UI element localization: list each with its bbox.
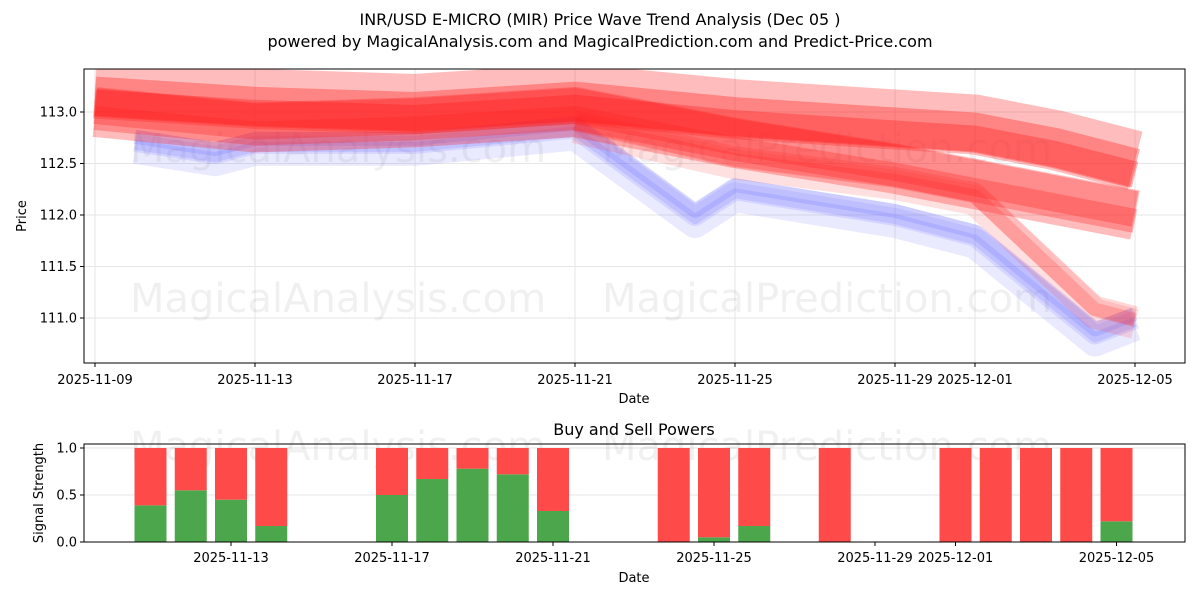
watermark-text: MagicalPrediction.com bbox=[602, 126, 1052, 172]
sell-bar bbox=[939, 448, 972, 542]
wave-band bbox=[132, 120, 1141, 357]
sell-bar bbox=[657, 448, 690, 542]
wave-band bbox=[93, 106, 1138, 233]
y-tick-label: 0.0 bbox=[56, 536, 77, 551]
x-tick-label: 2025-11-21 bbox=[537, 373, 613, 388]
sell-bar bbox=[1100, 448, 1133, 522]
y-tick-label: 111.5 bbox=[40, 260, 77, 275]
x-tick-label: 2025-11-09 bbox=[57, 373, 133, 388]
buy-bar bbox=[1100, 521, 1133, 542]
main-ylabel: Price bbox=[15, 200, 30, 232]
buy-bar bbox=[255, 526, 288, 542]
sub-axes-frame bbox=[83, 443, 1186, 543]
wave-band bbox=[93, 76, 1140, 189]
x-tick-label: 2025-11-17 bbox=[377, 373, 453, 388]
main-watermarks: MagicalAnalysis.com MagicalPrediction.com… bbox=[130, 126, 1052, 322]
sell-bar bbox=[818, 448, 851, 542]
wave-band bbox=[571, 113, 1139, 339]
y-tick-label: 112.0 bbox=[40, 209, 77, 224]
x-tick-label: 2025-11-17 bbox=[354, 551, 430, 566]
wave-band bbox=[93, 69, 1143, 190]
y-tick-label: 0.5 bbox=[56, 489, 77, 504]
buy-bar bbox=[215, 499, 247, 542]
wave-bands bbox=[92, 69, 1143, 357]
x-tick-label: 2025-11-25 bbox=[697, 373, 773, 388]
buy-bar bbox=[134, 505, 167, 542]
y-tick-label: 112.5 bbox=[40, 157, 77, 172]
x-tick-label: 2025-11-29 bbox=[857, 373, 933, 388]
wave-band bbox=[92, 87, 1140, 240]
x-tick-label: 2025-12-05 bbox=[1097, 373, 1173, 388]
buy-bar bbox=[738, 526, 771, 542]
sell-bar bbox=[537, 448, 569, 511]
buy-bar bbox=[698, 537, 730, 542]
buy-bar bbox=[376, 495, 408, 542]
x-tick-label: 2025-11-25 bbox=[676, 551, 752, 566]
buy-bar bbox=[456, 468, 489, 542]
x-tick-label: 2025-11-29 bbox=[837, 551, 913, 566]
sell-bar bbox=[456, 448, 489, 469]
wave-band bbox=[572, 110, 1138, 326]
wave-band bbox=[93, 88, 1139, 227]
main-gridlines bbox=[84, 69, 1185, 363]
sell-bar bbox=[1060, 448, 1093, 542]
sub-axis-ticks: 0.0 0.5 1.0 2025-11-13 2025-11-17 2025-11-21 2… bbox=[56, 442, 1154, 567]
sell-bar bbox=[376, 448, 408, 495]
buy-bar bbox=[537, 510, 569, 542]
buy-bar bbox=[496, 474, 529, 542]
watermark-text: MagicalPrediction.com bbox=[602, 276, 1052, 322]
wave-band bbox=[133, 116, 1139, 345]
watermark-text: MagicalAnalysis.com bbox=[130, 126, 546, 172]
wave-band bbox=[94, 89, 1139, 188]
sell-bar bbox=[496, 448, 529, 475]
sell-bar bbox=[698, 448, 730, 538]
sell-bar bbox=[738, 448, 771, 527]
y-tick-label: 111.0 bbox=[40, 312, 77, 327]
x-tick-label: 2025-12-01 bbox=[918, 551, 994, 566]
sub-ylabel: Signal Strength bbox=[32, 443, 47, 543]
x-tick-label: 2025-11-13 bbox=[193, 551, 269, 566]
sell-bar bbox=[174, 448, 207, 491]
watermark-text: MagicalAnalysis.com bbox=[130, 276, 546, 322]
wave-band bbox=[133, 116, 1138, 337]
x-tick-label: 2025-11-21 bbox=[515, 551, 591, 566]
x-tick-label: 2025-11-13 bbox=[217, 373, 293, 388]
y-tick-label: 1.0 bbox=[56, 442, 77, 457]
buy-bar bbox=[416, 479, 449, 542]
sell-bar bbox=[255, 448, 288, 527]
x-tick-label: 2025-12-01 bbox=[937, 373, 1013, 388]
x-tick-label: 2025-12-05 bbox=[1079, 551, 1155, 566]
sell-bar bbox=[1020, 448, 1052, 542]
main-xlabel: Date bbox=[618, 392, 649, 407]
main-axes-frame bbox=[83, 68, 1186, 364]
chart-subtitle: powered by MagicalAnalysis.com and Magic… bbox=[267, 32, 933, 51]
chart-title: INR/USD E-MICRO (MIR) Price Wave Trend A… bbox=[359, 10, 841, 29]
sell-bar bbox=[134, 448, 167, 506]
sub-xlabel: Date bbox=[618, 571, 649, 586]
sell-bar bbox=[215, 448, 247, 500]
y-tick-label: 113.0 bbox=[40, 106, 77, 121]
buy-sell-bars bbox=[134, 448, 1133, 542]
sell-bar bbox=[416, 448, 449, 480]
wave-band bbox=[573, 117, 1137, 327]
buy-bar bbox=[174, 490, 207, 542]
sell-bar bbox=[979, 448, 1012, 542]
wave-band bbox=[134, 126, 1137, 343]
main-axis-ticks: 111.0 111.5 112.0 112.5 113.0 2025-11-09 2025-… bbox=[40, 106, 1173, 389]
sub-title: Buy and Sell Powers bbox=[553, 420, 715, 439]
